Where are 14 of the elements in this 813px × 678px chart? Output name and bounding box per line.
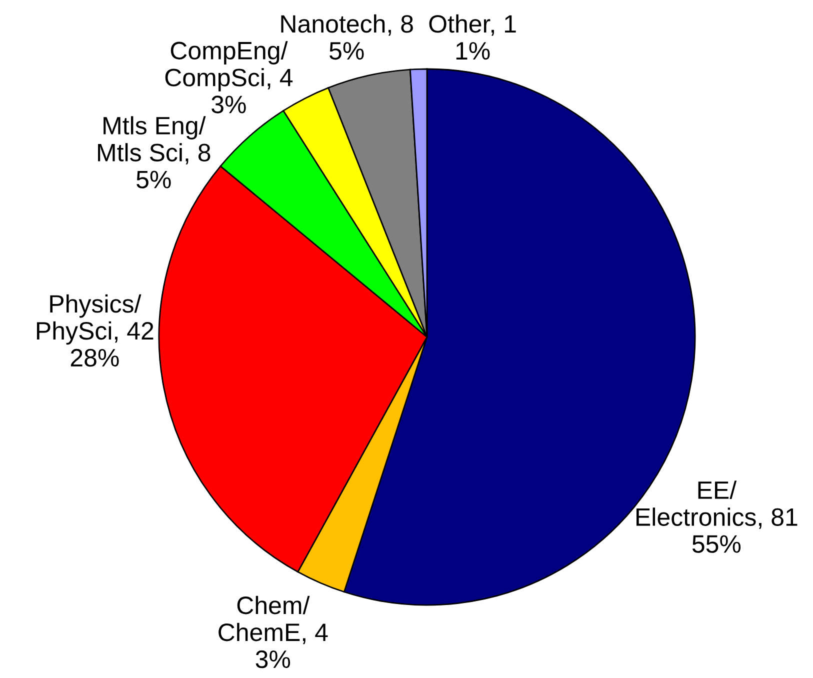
slice-label: Mtls Eng/ Mtls Sci, 8 — [98, 116, 210, 164]
data-label: 28% — [70, 348, 119, 367]
slice-label: CompEng/ CompSci, 4 — [165, 41, 293, 92]
data-label: 5% — [330, 42, 364, 60]
slice-label: Physics/ PhySci, 42 — [36, 294, 154, 345]
slice-label: Other, 1 — [429, 14, 516, 36]
data-label: 55% — [692, 535, 741, 553]
data-label: 1% — [456, 42, 490, 60]
data-label: 3% — [212, 96, 246, 114]
data-label: 3% — [256, 650, 290, 668]
data-label: 5% — [136, 170, 171, 188]
slice-label: Chem/ ChemE, 4 — [218, 596, 328, 644]
slice-label: Nanotech, 8 — [281, 14, 413, 36]
slice-label: EE/ Electronics, 81 — [636, 480, 798, 529]
